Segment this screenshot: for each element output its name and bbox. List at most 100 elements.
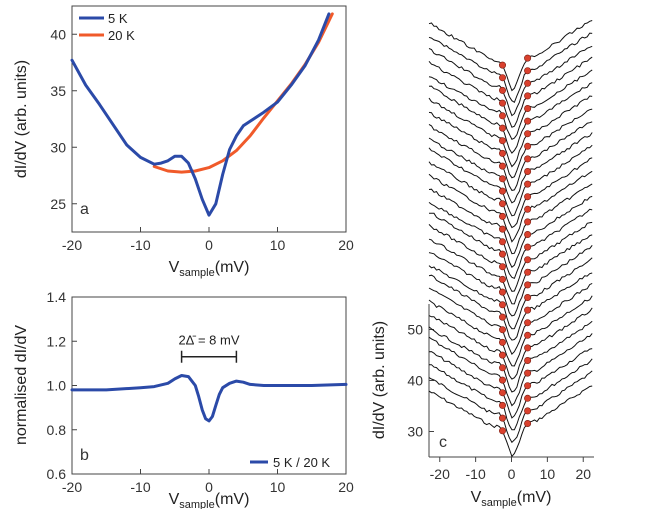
- gap-marker-left: [498, 351, 506, 359]
- gap-marker-left: [498, 149, 506, 157]
- spectrum-trace: [428, 132, 593, 204]
- gap-marker-left: [498, 301, 506, 309]
- spectrum-trace: [428, 56, 593, 128]
- gap-marker-left: [498, 250, 506, 258]
- panel-b-ytick-label: 0.6: [47, 466, 67, 482]
- gap-marker-left: [498, 326, 506, 334]
- panel-a-ylabel: dI/dV (arb. units): [13, 60, 30, 178]
- gap-marker-right: [524, 54, 532, 62]
- panel-c-xtick-label: 10: [540, 466, 556, 482]
- gap-marker-right: [524, 369, 532, 377]
- gap-marker-right: [524, 331, 532, 339]
- panel-a: 25 30 35 40 -20 -10 0 10 20 a dI/dV (arb. units…: [13, 5, 354, 279]
- panel-a-xlabel-unit: (mV): [215, 259, 250, 276]
- panel-b-xlabel-unit: (mV): [215, 491, 250, 508]
- gap-marker-right: [524, 193, 532, 201]
- gap-marker-left: [498, 137, 506, 145]
- spectrum-trace: [428, 370, 593, 444]
- panel-a-xlabel: Vsample(mV): [169, 259, 250, 279]
- panel-a-xtick-label: 10: [270, 237, 286, 253]
- panel-b-legend: 5 K / 20 K: [250, 455, 330, 470]
- panel-c-xlabel-sub: sample: [481, 497, 516, 509]
- panel-c-xlabel-main: V: [471, 489, 482, 506]
- panel-b-ytick-label: 1.2: [47, 333, 67, 349]
- panel-b-series-1-line: [70, 374, 348, 423]
- gap-marker-left: [498, 263, 506, 271]
- panel-a-xlabel-main: V: [169, 259, 180, 276]
- spectrum-trace: [428, 244, 593, 317]
- gap-marker-left: [498, 61, 506, 69]
- spectrum-trace: [428, 20, 593, 92]
- gap-marker-right: [524, 256, 532, 264]
- spectrum-trace: [428, 320, 593, 393]
- gap-marker-left: [498, 376, 506, 384]
- panel-c-xtick-label: 0: [508, 466, 516, 482]
- gap-marker-left: [498, 200, 506, 208]
- gap-marker-right: [524, 142, 532, 150]
- panel-a-xtick-label: 20: [338, 237, 354, 253]
- gap-marker-right: [524, 319, 532, 327]
- gap-marker-left: [498, 414, 506, 422]
- panel-b-xtick-label: -10: [130, 479, 150, 495]
- gap-marker-left: [498, 338, 506, 346]
- panel-c-xlabel: Vsample(mV): [471, 489, 552, 509]
- panel-a-label: a: [80, 201, 89, 218]
- gap-marker-right: [524, 92, 532, 100]
- gap-annotation: 2Δ̄ = 8 mV: [178, 333, 239, 348]
- panel-b-ylabel: normalised dI/dV: [13, 325, 30, 445]
- spectrum-trace: [428, 348, 593, 419]
- panel-a-ytick-label: 40: [50, 26, 66, 42]
- gap-marker-left: [498, 162, 506, 170]
- gap-marker-right: [524, 356, 532, 364]
- panel-c-ylabel: dI/dV (arb. units): [371, 321, 388, 439]
- gap-marker-left: [498, 225, 506, 233]
- gap-marker-right: [524, 306, 532, 314]
- gap-marker-right: [524, 293, 532, 301]
- gap-marker-left: [498, 124, 506, 132]
- gap-marker-right: [524, 180, 532, 188]
- spectrum-trace: [428, 307, 593, 380]
- spectrum-trace: [428, 333, 593, 407]
- panel-b-label: b: [80, 447, 89, 464]
- gap-marker-right: [524, 117, 532, 125]
- gap-marker-right: [524, 419, 532, 427]
- spectrum-trace: [428, 385, 593, 458]
- spectrum-trace: [428, 208, 593, 280]
- gap-marker-right: [524, 168, 532, 176]
- panel-b-ytick-label: 1.4: [47, 289, 67, 305]
- gap-marker-left: [498, 288, 506, 296]
- panel-b-xtick-label: -20: [62, 479, 82, 495]
- gap-marker-left: [498, 313, 506, 321]
- legend-20k-label: 20 K: [108, 28, 135, 43]
- gap-marker-left: [498, 212, 506, 220]
- gap-marker-left: [498, 74, 506, 82]
- gap-marker-left: [498, 364, 506, 372]
- gap-marker-right: [524, 155, 532, 163]
- panel-c-ytick-label: 40: [407, 373, 423, 389]
- panel-c-ytick-label: 30: [407, 424, 423, 440]
- spectrum-trace: [428, 195, 593, 268]
- spectrum-trace: [428, 108, 593, 179]
- panel-a-xtick-label: 0: [205, 237, 213, 253]
- panel-a-series-1-line: [152, 12, 334, 174]
- spectrum-trace: [428, 234, 593, 305]
- spectrum-trace: [428, 157, 593, 229]
- panel-c-xtick-label: -20: [430, 466, 450, 482]
- panel-b-xlabel: Vsample(mV): [169, 491, 250, 509]
- panel-a-xtick-label: -10: [130, 237, 150, 253]
- panel-b-xlabel-main: V: [169, 491, 180, 508]
- gap-marker-left: [498, 427, 506, 435]
- panel-a-xtick-label: -20: [62, 237, 82, 253]
- gap-marker-right: [524, 394, 532, 402]
- gap-marker-left: [498, 389, 506, 397]
- panel-b-ytick-label: 0.8: [47, 422, 67, 438]
- panel-b-ytick-label: 1.0: [47, 378, 67, 394]
- spectrum-trace: [428, 69, 593, 140]
- legend-5k-label: 5 K: [108, 11, 128, 26]
- gap-marker-left: [498, 401, 506, 409]
- panel-b-xtick-label: 0: [205, 479, 213, 495]
- gap-marker-right: [524, 79, 532, 87]
- panel-a-ytick-label: 35: [50, 83, 66, 99]
